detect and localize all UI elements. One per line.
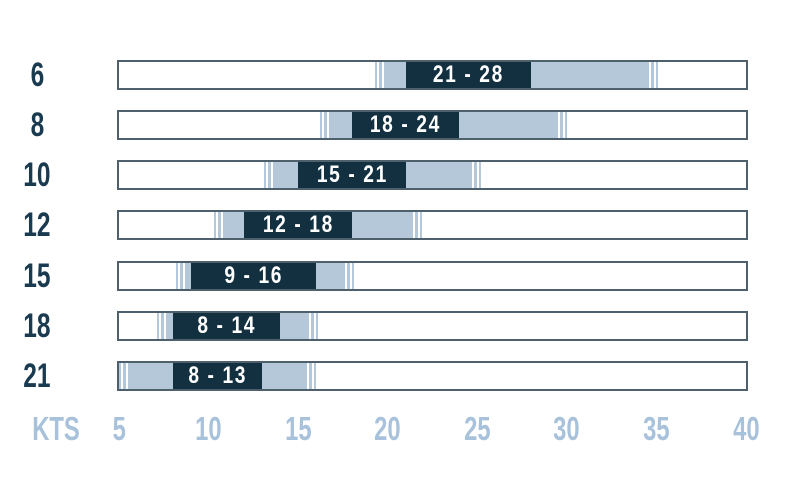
axis-tick-text: 25 bbox=[464, 410, 491, 447]
bar-track: 8 - 14 bbox=[117, 311, 748, 341]
axis-tick-label: 5 bbox=[64, 412, 174, 445]
bar-track: 18 - 24 bbox=[117, 110, 748, 140]
row-size-label: 12 bbox=[0, 208, 78, 242]
axis-unit-label: KTS bbox=[1, 412, 111, 445]
optimal-range-segment: 18 - 24 bbox=[351, 111, 460, 138]
optimal-range-text: 15 - 21 bbox=[316, 161, 388, 188]
optimal-range-text: 9 - 16 bbox=[223, 262, 283, 289]
fade-stripes-right bbox=[649, 62, 659, 88]
optimal-range-text: 12 - 18 bbox=[262, 211, 334, 238]
bar-track: 12 - 18 bbox=[117, 210, 748, 240]
fade-stripes-right bbox=[557, 112, 567, 138]
optimal-range-segment: 21 - 28 bbox=[405, 61, 532, 88]
fade-stripes-left bbox=[319, 112, 329, 138]
fade-stripes-right bbox=[412, 212, 422, 238]
axis-tick-label: 15 bbox=[243, 412, 353, 445]
row-size-text: 18 bbox=[23, 307, 51, 345]
row-size-label: 8 bbox=[0, 108, 78, 142]
fade-stripes-left bbox=[264, 162, 274, 188]
axis-tick-label: 30 bbox=[512, 412, 622, 445]
row-size-text: 10 bbox=[23, 156, 51, 195]
fade-stripes-right bbox=[307, 363, 317, 389]
row-size-label: 10 bbox=[0, 158, 78, 192]
row-size-text: 15 bbox=[23, 256, 51, 295]
fade-stripes-left bbox=[213, 212, 223, 238]
axis-tick-label: 10 bbox=[154, 412, 264, 445]
axis-tick-label: 40 bbox=[691, 412, 800, 445]
fade-stripes-left bbox=[119, 363, 128, 389]
optimal-range-segment: 9 - 16 bbox=[190, 262, 317, 289]
fade-stripes-right bbox=[308, 313, 318, 339]
fade-stripes-left bbox=[375, 62, 385, 88]
axis-tick-text: 5 bbox=[112, 410, 126, 447]
optimal-range-text: 8 - 14 bbox=[197, 312, 256, 339]
bar-track: 8 - 13 bbox=[117, 361, 748, 391]
axis-tick-text: 35 bbox=[643, 410, 670, 447]
optimal-range-segment: 15 - 21 bbox=[298, 161, 406, 188]
axis-tick-text: 10 bbox=[195, 410, 222, 447]
optimal-range-text: 8 - 13 bbox=[188, 362, 247, 389]
axis-tick-label: 20 bbox=[333, 412, 443, 445]
fade-stripes-right bbox=[471, 162, 481, 188]
fade-stripes-right bbox=[344, 263, 354, 289]
row-size-label: 21 bbox=[0, 359, 78, 393]
bar-track: 21 - 28 bbox=[117, 60, 748, 90]
axis-tick-label: 35 bbox=[601, 412, 711, 445]
bar-track: 9 - 16 bbox=[117, 261, 748, 291]
fade-stripes-left bbox=[176, 263, 186, 289]
row-size-text: 21 bbox=[23, 357, 51, 396]
row-size-label: 6 bbox=[0, 58, 78, 92]
axis-tick-text: 20 bbox=[374, 410, 401, 447]
axis-tick-label: 25 bbox=[422, 412, 532, 445]
row-size-label: 18 bbox=[0, 309, 78, 343]
optimal-range-text: 21 - 28 bbox=[432, 61, 504, 88]
row-size-text: 12 bbox=[23, 206, 51, 245]
axis-tick-text: 30 bbox=[553, 410, 581, 447]
axis-unit-text: KTS bbox=[32, 410, 80, 447]
optimal-range-segment: 12 - 18 bbox=[244, 211, 352, 238]
fade-stripes-left bbox=[156, 313, 166, 339]
axis-tick-text: 15 bbox=[284, 410, 312, 447]
optimal-range-segment: 8 - 14 bbox=[172, 312, 281, 339]
row-size-text: 6 bbox=[30, 55, 44, 94]
row-size-label: 15 bbox=[0, 259, 78, 293]
optimal-range-text: 18 - 24 bbox=[370, 111, 442, 138]
row-size-text: 8 bbox=[30, 105, 44, 144]
bar-track: 15 - 21 bbox=[117, 160, 748, 190]
axis-tick-text: 40 bbox=[732, 410, 760, 447]
optimal-range-segment: 8 - 13 bbox=[172, 362, 263, 389]
